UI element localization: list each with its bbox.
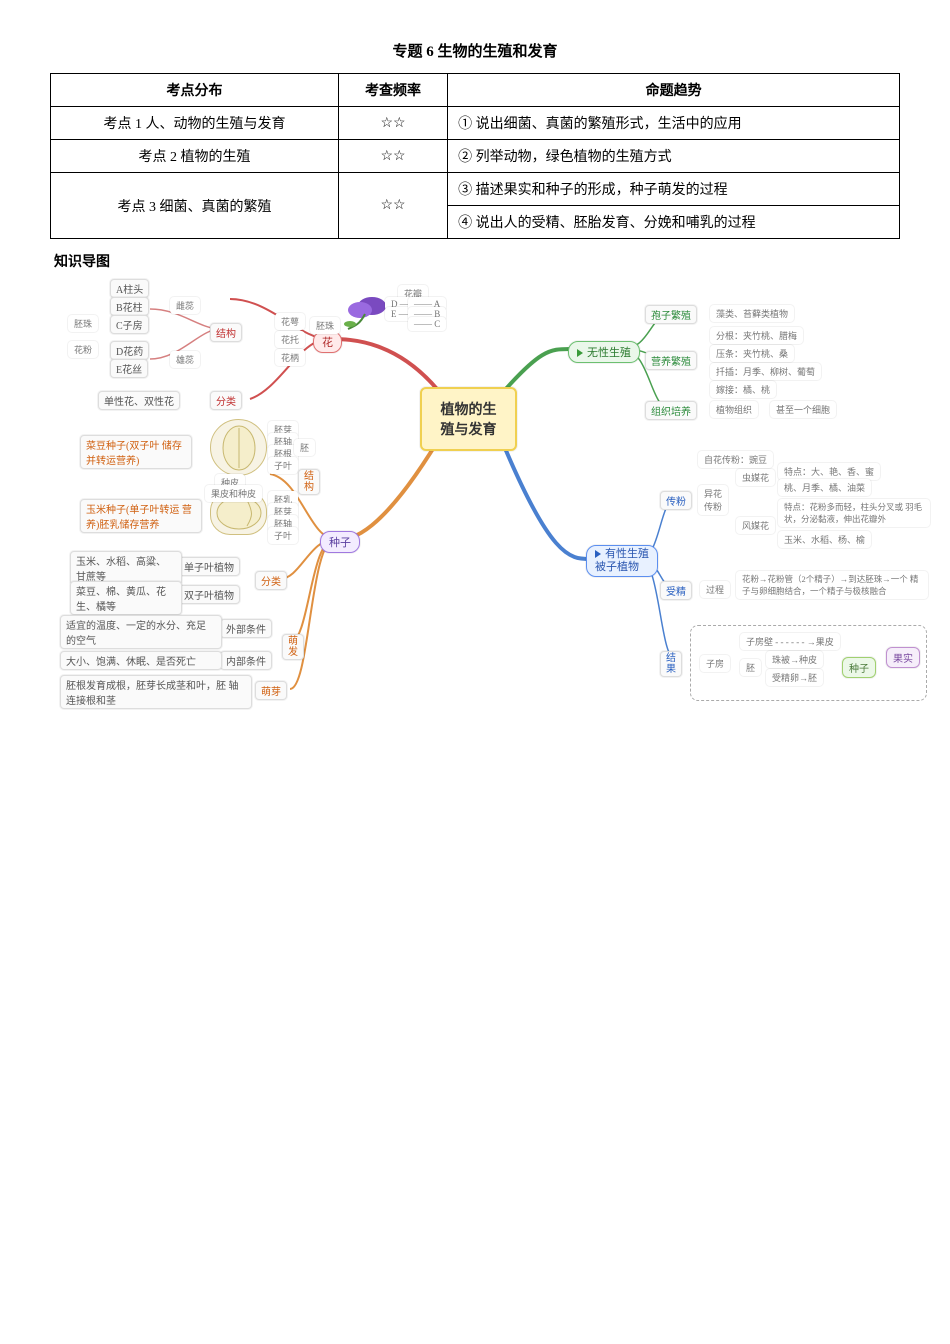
keypoints-table: 考点分布 考查频率 命题趋势 考点 1 人、动物的生殖与发育 ☆☆ ① 说出细菌… [50, 73, 900, 239]
flower-cls-detail: 单性花、双性花 [98, 391, 180, 410]
th-freq: 考查频率 [338, 74, 447, 107]
result: 结果 [660, 651, 682, 677]
di-label: 双子叶植物 [178, 585, 240, 604]
tissue: 组织培养 [645, 401, 697, 420]
cell-freq: ☆☆ [338, 173, 447, 239]
corn-label: 子叶 [268, 527, 298, 544]
pollination: 传粉 [660, 491, 692, 510]
flower-structure: 结构 [210, 323, 242, 342]
embryo-sub: 胚 [740, 659, 761, 676]
flower-cls: 分类 [210, 391, 242, 410]
th-trend: 命题趋势 [448, 74, 900, 107]
cell-point: 考点 3 细菌、真菌的繁殖 [51, 173, 339, 239]
corn-seed: 玉米种子(单子叶转运 营养)胚乳储存营养 [80, 499, 202, 533]
th-point: 考点分布 [51, 74, 339, 107]
veget-item: 扦插：月季、柳树、葡萄 [710, 363, 821, 380]
flower-D: D花药 [110, 341, 149, 360]
insect-poll: 虫媒花 [736, 469, 775, 486]
process-detail: 花粉→花粉管（2个精子）→到达胚珠→一个 精子与卵细胞结合，一个精子与极核融合 [736, 571, 928, 599]
ext-cond: 外部条件 [220, 619, 272, 638]
corn-label: 果皮和种皮 [205, 485, 262, 502]
stamen-label: 雄蕊 [170, 351, 200, 368]
veget-item: 压条：夹竹桃、桑 [710, 345, 794, 362]
flower-node: 花 [313, 331, 342, 353]
cell-trend: ④ 说出人的受精、胚胎发育、分娩和哺乳的过程 [448, 206, 900, 239]
tissue-ex: 甚至一个细胞 [770, 401, 836, 418]
insect-ex: 桃、月季、橘、油菜 [778, 479, 871, 496]
int-detail: 大小、饱满、休眠、是否死亡 [60, 651, 222, 670]
flower-sub: 花粉 [68, 341, 98, 358]
cell-point: 考点 2 植物的生殖 [51, 140, 339, 173]
flower-part: 花托 [275, 331, 305, 348]
wind-poll: 风媒花 [736, 517, 775, 534]
flower-C: C子房 [110, 315, 149, 334]
spore-ex: 藻类、苔藓类植物 [710, 305, 794, 322]
wind-feat: 特点：花粉多而轻，柱头分叉或 羽毛状，分泌黏液，伸出花瓣外 [778, 499, 930, 527]
tissue-mid: 植物组织 [710, 401, 758, 418]
cell-point: 考点 1 人、动物的生殖与发育 [51, 107, 339, 140]
sprout-detail: 胚根发育成根，胚芽长成茎和叶，胚 轴连接根和茎 [60, 675, 252, 709]
bean-seed: 菜豆种子(双子叶 储存并转运营养) [80, 435, 192, 469]
pistil-label: 雌蕊 [170, 297, 200, 314]
di-ex: 菜豆、棉、黄瓜、花 生、橘等 [70, 581, 182, 615]
table-row: 考点 3 细菌、真菌的繁殖 ☆☆ ③ 描述果实和种子的形成，种子萌发的过程 [51, 173, 900, 206]
asexual-node: 无性生殖 [568, 341, 640, 363]
embryo-label: 子叶 [268, 457, 298, 474]
seed-tag: 种子 [842, 657, 876, 678]
fertilization: 受精 [660, 581, 692, 600]
cell-freq: ☆☆ [338, 140, 447, 173]
zygote: 受精卵→胚 [766, 669, 823, 686]
cell-trend: ② 列举动物，绿色植物的生殖方式 [448, 140, 900, 173]
flower-A: A柱头 [110, 279, 149, 298]
flower-E: E花丝 [110, 359, 148, 378]
seed-struct: 结构 [298, 469, 320, 495]
sexual-node: 有性生殖 被子植物 [586, 545, 658, 577]
flower-part: 花萼 [275, 313, 305, 330]
seed-cls: 分类 [255, 571, 287, 590]
seed-germ: 萌发 [282, 634, 304, 660]
center-node: 植物的生 殖与发育 [420, 387, 517, 451]
ovary-wall: 子房壁 - - - - - - →果皮 [740, 633, 840, 650]
cell-trend: ① 说出细菌、真菌的繁殖形式，生活中的应用 [448, 107, 900, 140]
integument: 珠被→种皮 [766, 651, 823, 668]
flower-part: 胚珠 [310, 317, 340, 334]
veget-item: 嫁接：橘、桃 [710, 381, 776, 398]
veget-item: 分根：夹竹桃、腊梅 [710, 327, 803, 344]
mindmap: 植物的生 殖与发育 花 花瓣 D —— E —— —— A —— B —— C … [50, 279, 870, 739]
self-poll: 自花传粉：豌豆 [698, 451, 773, 468]
embryo-pei: 胚 [294, 439, 315, 456]
bean-seed-icon [210, 419, 267, 476]
flower-part: 花柄 [275, 349, 305, 366]
section-heading: 知识导图 [54, 251, 900, 271]
sprout: 萌芽 [255, 681, 287, 700]
wind-ex: 玉米、水稻、杨、榆 [778, 531, 871, 548]
cross-poll: 异花 传粉 [698, 485, 728, 515]
mono-label: 单子叶植物 [178, 557, 240, 576]
page-title: 专题 6 生物的生殖和发育 [50, 40, 900, 61]
spore: 孢子繁殖 [645, 305, 697, 324]
seed-node: 种子 [320, 531, 360, 553]
ovary: 子房 [700, 655, 730, 672]
insect-feat: 特点：大、艳、香、蜜 [778, 463, 880, 480]
cell-trend: ③ 描述果实和种子的形成，种子萌发的过程 [448, 173, 900, 206]
mono-ex: 玉米、水稻、高粱、 甘蔗等 [70, 551, 182, 585]
ext-detail: 适宜的温度、一定的水分、充足 的空气 [60, 615, 222, 649]
cell-freq: ☆☆ [338, 107, 447, 140]
flower-sub: 胚珠 [68, 315, 98, 332]
fruit-tag: 果实 [886, 647, 920, 668]
table-row: 考点 1 人、动物的生殖与发育 ☆☆ ① 说出细菌、真菌的繁殖形式，生活中的应用 [51, 107, 900, 140]
flower-B: B花柱 [110, 297, 149, 316]
table-header: 考点分布 考查频率 命题趋势 [51, 74, 900, 107]
flower-label: —— C [408, 317, 446, 331]
table-row: 考点 2 植物的生殖 ☆☆ ② 列举动物，绿色植物的生殖方式 [51, 140, 900, 173]
veget: 营养繁殖 [645, 351, 697, 370]
process: 过程 [700, 581, 730, 598]
int-cond: 内部条件 [220, 651, 272, 670]
